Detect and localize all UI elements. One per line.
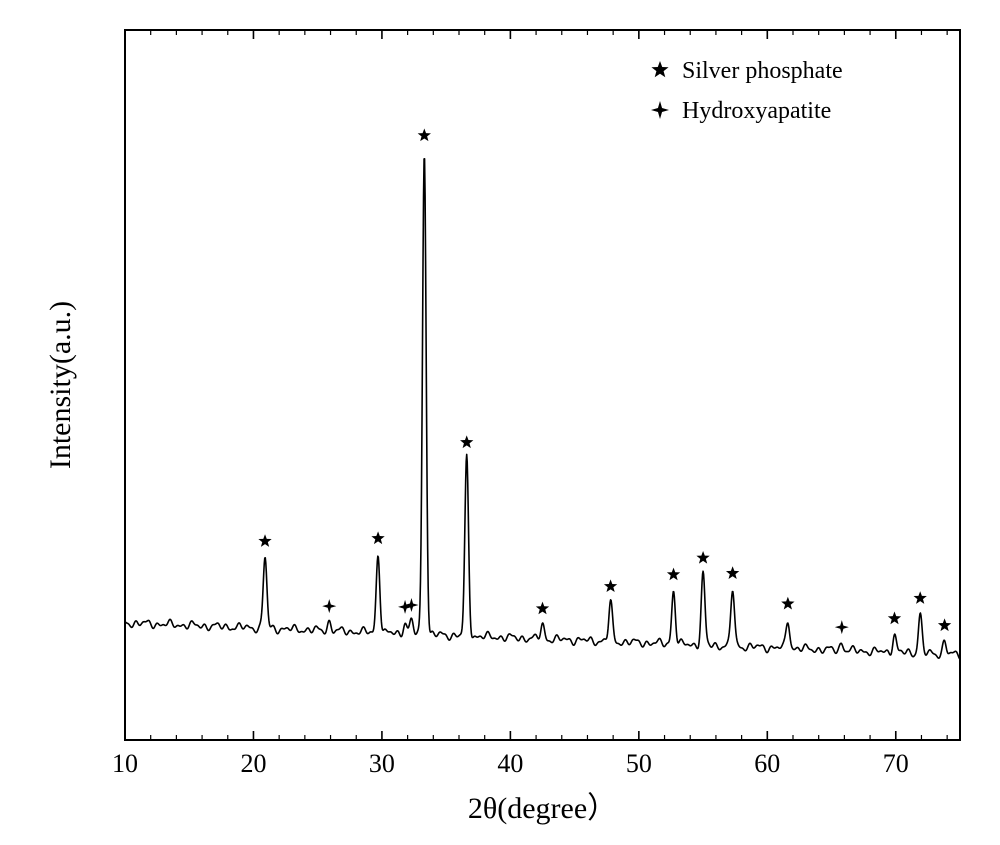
star5-icon: [726, 566, 739, 579]
x-tick-label: 60: [754, 749, 780, 778]
star5-icon: [371, 531, 384, 544]
x-tick-label: 10: [112, 749, 138, 778]
star5-icon: [536, 602, 549, 615]
star5-icon: [418, 129, 431, 142]
star4-icon: [651, 101, 669, 119]
plot-frame: [125, 30, 960, 740]
x-tick-label: 40: [497, 749, 523, 778]
x-tick-label: 20: [240, 749, 266, 778]
star5-icon: [667, 568, 680, 581]
star4-icon: [835, 620, 849, 634]
x-tick-label: 30: [369, 749, 395, 778]
star5-icon: [460, 435, 473, 448]
star5-icon: [604, 579, 617, 592]
x-tick-label: 70: [883, 749, 909, 778]
star5-icon: [258, 534, 271, 547]
star5-icon: [914, 591, 927, 604]
y-axis-label: Intensity(a.u.): [44, 301, 77, 469]
star4-icon: [322, 599, 336, 613]
xrd-chart: 10 20 30 40 50 60 70 2θ(degree） Intensity(a.u.) S…: [0, 0, 1000, 845]
x-axis-label: 2θ(degree）: [468, 792, 617, 825]
star5-icon: [651, 61, 668, 77]
xrd-trace: [125, 159, 960, 659]
star4-icon: [404, 598, 418, 612]
figure-canvas: 10 20 30 40 50 60 70 2θ(degree） Intensity(a.u.) S…: [0, 0, 1000, 845]
star5-icon: [781, 597, 794, 610]
legend-item-label: Silver phosphate: [682, 58, 843, 84]
x-tick-label: 50: [626, 749, 652, 778]
legend-item-label: Hydroxyapatite: [682, 98, 831, 124]
star5-icon: [938, 618, 951, 631]
star4-icon: [398, 600, 412, 614]
star5-icon: [696, 551, 709, 564]
legend: Silver phosphate Hydroxyapatite: [651, 58, 843, 124]
star5-icon: [888, 612, 901, 625]
